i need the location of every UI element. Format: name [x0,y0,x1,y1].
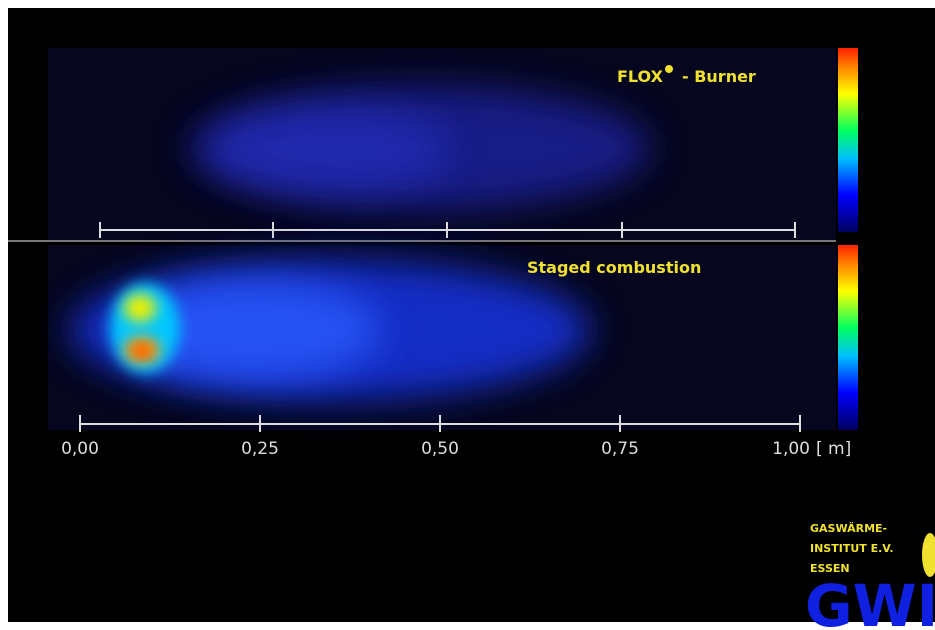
logo-mark: GWI [805,572,935,630]
logo-text: GASWÄRME- [810,521,887,535]
logo-text: INSTITUT E.V. [810,542,894,555]
tick-label: 1,00 [772,439,810,459]
page: FLOX - Burner Staged combustion 0,00 0,25… [0,0,935,630]
tick-label: 0,25 [241,439,279,459]
unit-label: [ m] [816,439,851,459]
panel-label: FLOX [617,67,664,86]
flame-glow [210,110,450,190]
dot [665,65,673,73]
flame-core [134,345,150,357]
tick-label: 0,50 [421,439,459,459]
color-bar [838,245,858,430]
flame-core [124,294,156,322]
tick-label: 0,75 [601,439,639,459]
figure: FLOX - Burner Staged combustion 0,00 0,25… [0,0,935,630]
panel-label: - Burner [682,67,756,86]
color-bar [838,48,858,232]
tick-label: 0,00 [61,439,99,459]
panel-label: Staged combustion [527,258,701,277]
